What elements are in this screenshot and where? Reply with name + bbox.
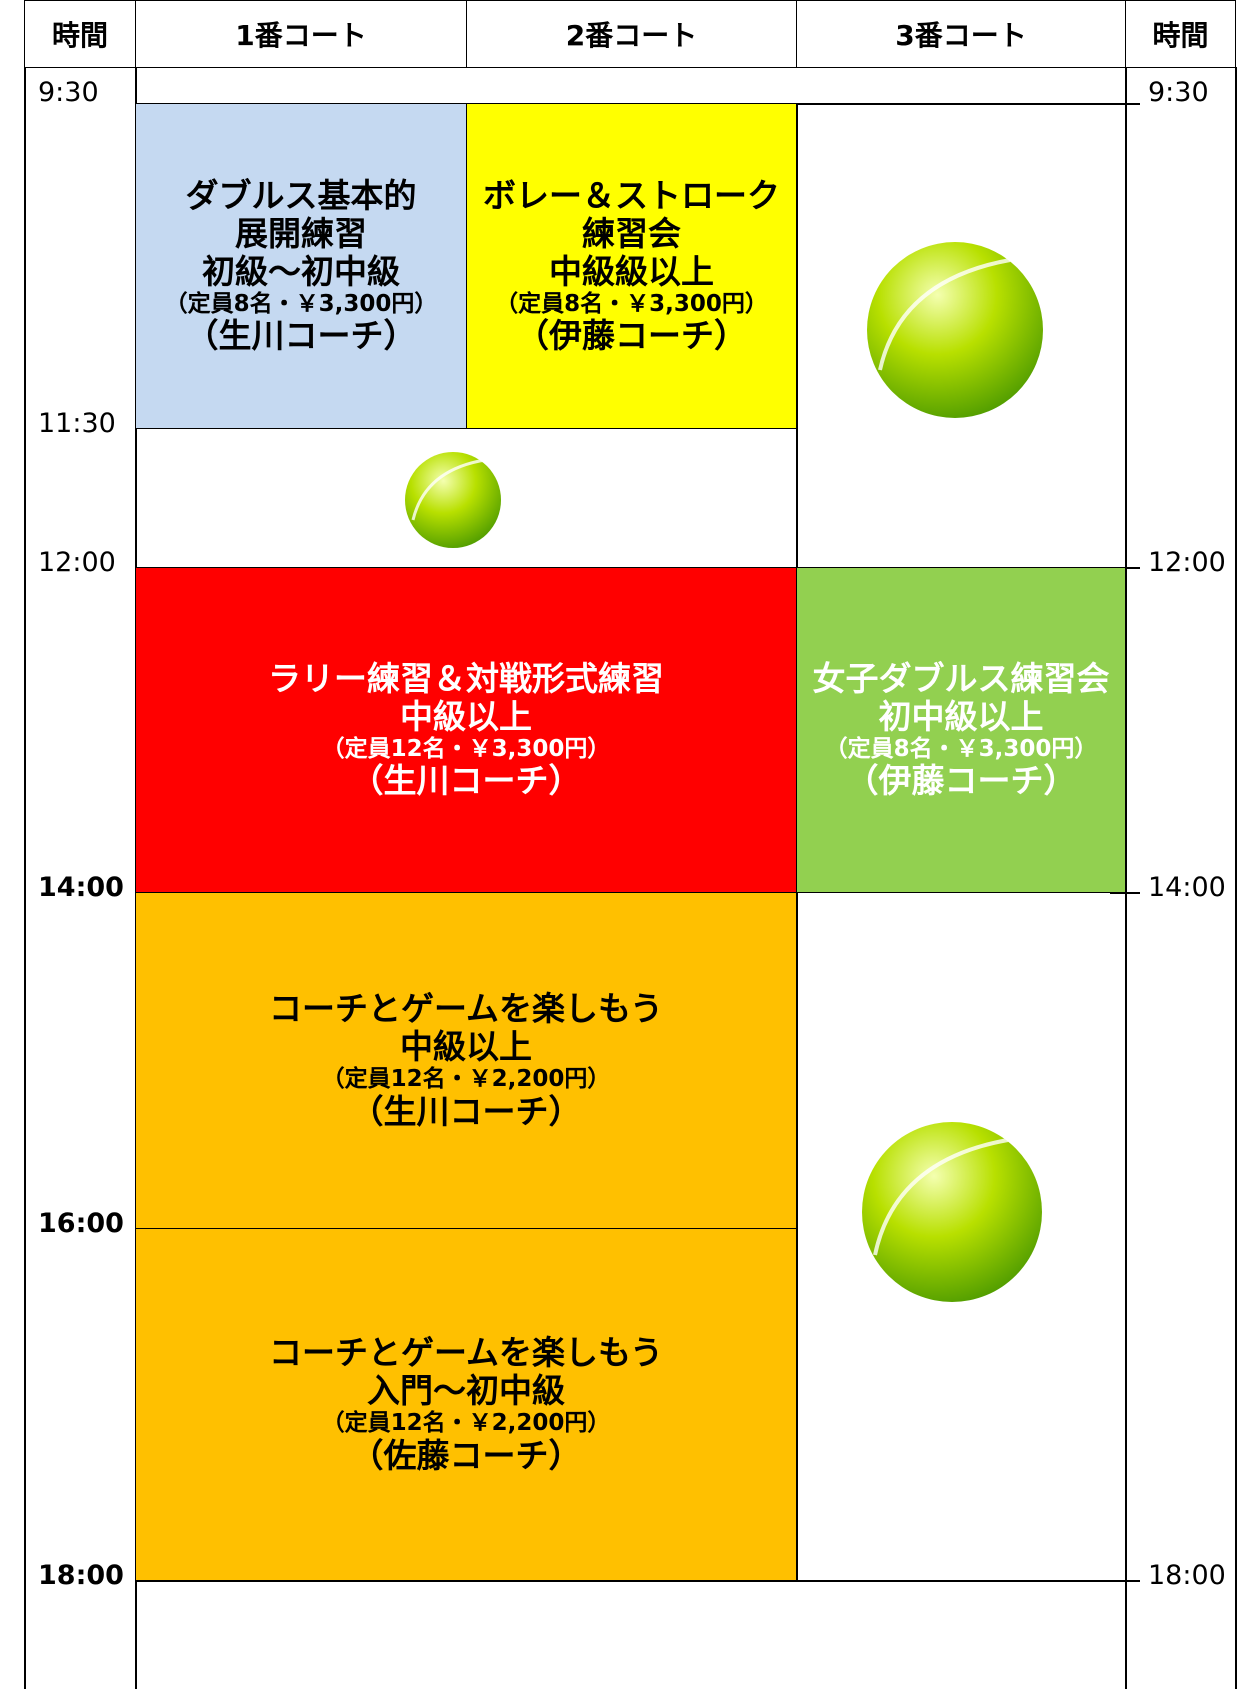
class-coach: （伊藤コーチ）	[845, 761, 1077, 801]
time-label: 14:00	[1148, 872, 1226, 903]
class-title: ボレー＆ストローク	[483, 175, 780, 215]
tennis-ball	[867, 242, 1043, 418]
time-label: 9:30	[38, 77, 99, 108]
class-title: 入門～初中級	[367, 1371, 565, 1411]
class-title: ラリー練習＆対戦形式練習	[268, 658, 664, 698]
time-label: 9:30	[1148, 77, 1209, 108]
class-block: コーチとゲームを楽しもう 入門～初中級 （定員12名・￥2,200円） （佐藤コーチ）	[135, 1228, 797, 1581]
class-title: 中級以上	[400, 696, 532, 736]
class-title: 初級～初中級	[202, 251, 400, 291]
class-capacity: （定員12名・￥3,300円）	[321, 735, 611, 762]
time-label: 12:00	[38, 547, 116, 578]
class-coach: （生川コーチ）	[185, 316, 417, 356]
class-title: 展開練習	[235, 213, 367, 253]
class-block: ラリー練習＆対戦形式練習 中級以上 （定員12名・￥3,300円） （生川コーチ）	[135, 567, 797, 893]
tennis-ball	[862, 1122, 1042, 1302]
column-header: 1番コート	[135, 0, 467, 68]
column-header: 3番コート	[796, 0, 1126, 68]
column-header: 時間	[1125, 0, 1236, 68]
time-label: 16:00	[38, 1208, 124, 1239]
class-capacity: （定員12名・￥2,200円）	[321, 1410, 611, 1437]
class-block: 女子ダブルス練習会 初中級以上 （定員8名・￥3,300円） （伊藤コーチ）	[796, 567, 1126, 893]
class-capacity: （定員12名・￥2,200円）	[321, 1066, 611, 1093]
time-label: 14:00	[38, 872, 124, 903]
column-header: 時間	[24, 0, 136, 68]
border	[1235, 67, 1237, 1689]
time-label: 18:00	[38, 1560, 124, 1591]
class-title: コーチとゲームを楽しもう	[268, 1333, 664, 1373]
class-title: ダブルス基本的	[185, 175, 417, 215]
class-capacity: （定員8名・￥3,300円）	[164, 290, 438, 317]
class-capacity: （定員8名・￥3,300円）	[824, 735, 1098, 762]
class-coach: （生川コーチ）	[350, 1091, 582, 1131]
class-title: 練習会	[582, 213, 681, 253]
class-block: ダブルス基本的 展開練習 初級～初中級 （定員8名・￥3,300円） （生川コーチ）	[135, 103, 467, 429]
time-label: 18:00	[1148, 1560, 1226, 1591]
class-title: 女子ダブルス練習会	[812, 658, 1110, 698]
column-header: 2番コート	[466, 0, 797, 68]
class-coach: （佐藤コーチ）	[350, 1435, 582, 1475]
class-capacity: （定員8名・￥3,300円）	[495, 290, 768, 317]
tennis-ball	[405, 452, 501, 548]
class-block: ボレー＆ストローク 練習会 中級級以上 （定員8名・￥3,300円） （伊藤コーチ）	[466, 103, 797, 429]
class-title: コーチとゲームを楽しもう	[268, 989, 664, 1029]
class-title: 中級以上	[400, 1027, 532, 1067]
border	[24, 67, 26, 1689]
class-block: コーチとゲームを楽しもう 中級以上 （定員12名・￥2,200円） （生川コーチ）	[135, 892, 797, 1229]
class-title: 中級級以上	[549, 251, 714, 291]
time-label: 12:00	[1148, 547, 1226, 578]
class-title: 初中級以上	[878, 696, 1044, 736]
class-coach: （生川コーチ）	[350, 761, 582, 801]
time-label: 11:30	[38, 408, 116, 439]
class-coach: （伊藤コーチ）	[516, 316, 747, 356]
